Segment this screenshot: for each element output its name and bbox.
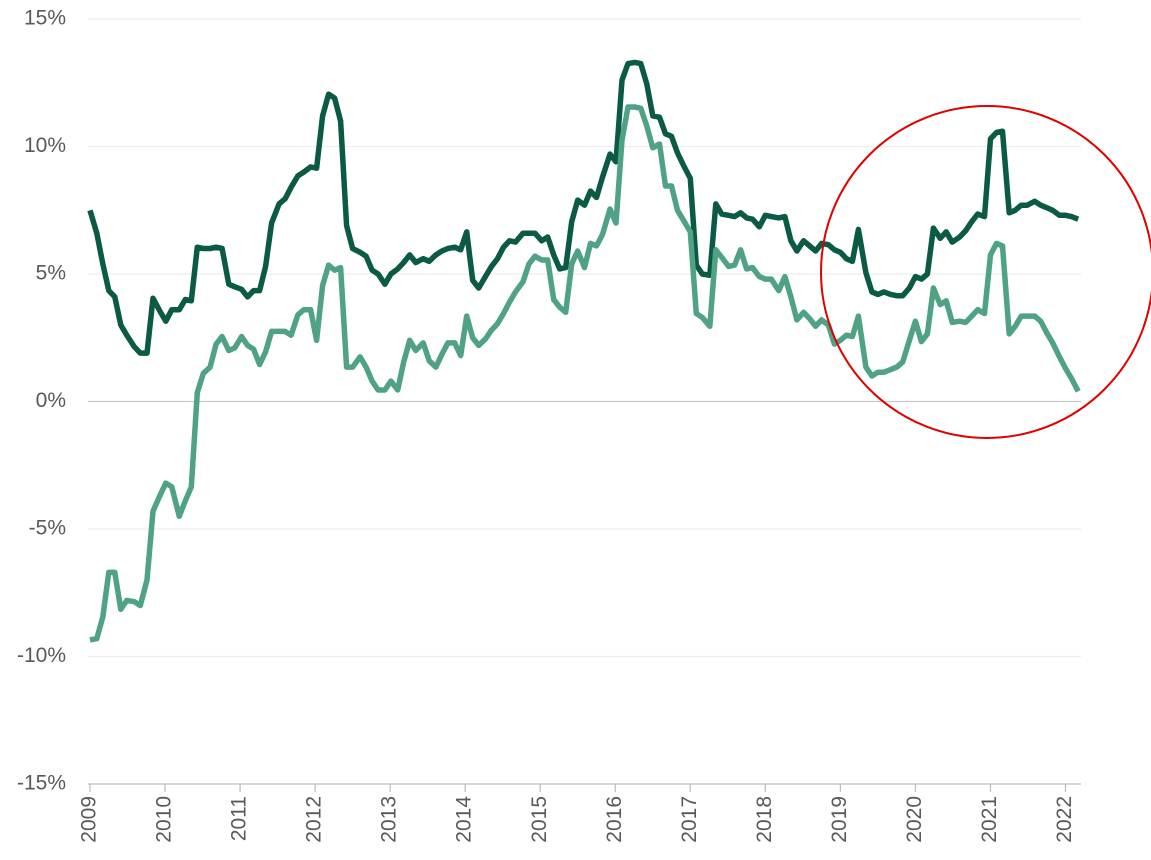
- x-tick-label: 2012: [303, 796, 326, 843]
- y-tick-label: -15%: [17, 772, 66, 795]
- y-tick-label: -5%: [29, 517, 66, 540]
- series-line: [89, 104, 1081, 643]
- x-tick-label: 2016: [603, 796, 626, 843]
- highlight-circle: [820, 105, 1151, 439]
- x-tick-label: 2019: [828, 796, 851, 843]
- y-tick-label: 5%: [36, 262, 66, 285]
- x-tick-label: 2017: [678, 796, 701, 843]
- y-tick-label: 15%: [24, 7, 66, 30]
- x-tick-label: 2014: [453, 796, 476, 843]
- y-tick-label: 10%: [24, 134, 66, 157]
- series-line: [87, 59, 1080, 356]
- x-tick-label: 2010: [153, 796, 176, 843]
- x-tick-label: 2011: [228, 796, 251, 841]
- plot: -15% -10% -5% 0% 5% 10% 15% 2009 2010 2011 2012 201…: [17, 7, 1081, 843]
- x-tick-label: 2020: [903, 796, 926, 843]
- x-tick-label: 2013: [378, 796, 401, 843]
- x-tick-label: 2018: [753, 796, 776, 843]
- x-tick-label: 2009: [78, 796, 101, 843]
- y-tick-label: -10%: [17, 644, 66, 667]
- x-tick-label: 2022: [1053, 796, 1076, 843]
- x-tick-label: 2015: [528, 796, 551, 843]
- x-tick-label: 2021: [978, 796, 1001, 843]
- y-tick-label: 0%: [36, 389, 66, 412]
